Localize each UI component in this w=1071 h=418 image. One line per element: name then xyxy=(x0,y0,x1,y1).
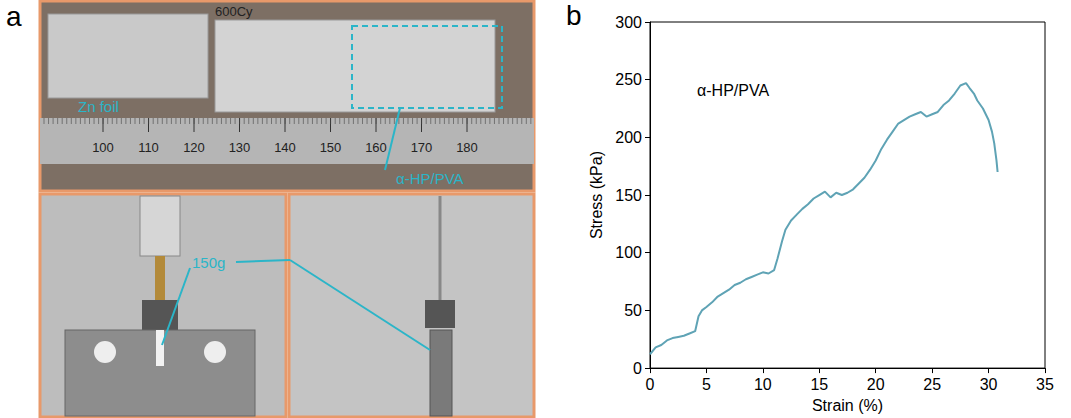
svg-text:300: 300 xyxy=(615,14,642,31)
svg-text:150g: 150g xyxy=(192,254,225,271)
svg-text:20: 20 xyxy=(867,376,885,393)
svg-text:100: 100 xyxy=(615,244,642,261)
svg-text:180: 180 xyxy=(456,140,478,155)
svg-text:140: 140 xyxy=(274,140,296,155)
svg-text:200: 200 xyxy=(615,129,642,146)
svg-text:25: 25 xyxy=(923,376,941,393)
svg-text:0: 0 xyxy=(646,376,655,393)
svg-text:170: 170 xyxy=(411,140,433,155)
svg-text:30: 30 xyxy=(980,376,998,393)
svg-text:5: 5 xyxy=(702,376,711,393)
svg-text:15: 15 xyxy=(810,376,828,393)
svg-text:600Cy: 600Cy xyxy=(215,4,253,19)
svg-text:Stress (kPa): Stress (kPa) xyxy=(588,151,605,239)
svg-text:α-HP/PVA: α-HP/PVA xyxy=(396,170,464,187)
svg-text:130: 130 xyxy=(229,140,251,155)
svg-text:110: 110 xyxy=(138,140,159,155)
html-text:b: b xyxy=(566,0,582,31)
svg-text:100: 100 xyxy=(92,140,114,155)
svg-text:Zn foil: Zn foil xyxy=(78,98,119,115)
svg-text:150: 150 xyxy=(320,140,342,155)
svg-text:10: 10 xyxy=(754,376,772,393)
svg-text:0: 0 xyxy=(633,360,642,377)
svg-text:35: 35 xyxy=(1036,376,1054,393)
svg-text:α-HP/PVA: α-HP/PVA xyxy=(697,82,769,99)
svg-text:50: 50 xyxy=(624,302,642,319)
svg-text:150: 150 xyxy=(615,187,642,204)
svg-text:a: a xyxy=(6,1,22,32)
svg-text:160: 160 xyxy=(365,140,387,155)
svg-text:Strain (%): Strain (%) xyxy=(812,397,883,414)
svg-text:250: 250 xyxy=(615,71,642,88)
svg-text:120: 120 xyxy=(183,140,205,155)
